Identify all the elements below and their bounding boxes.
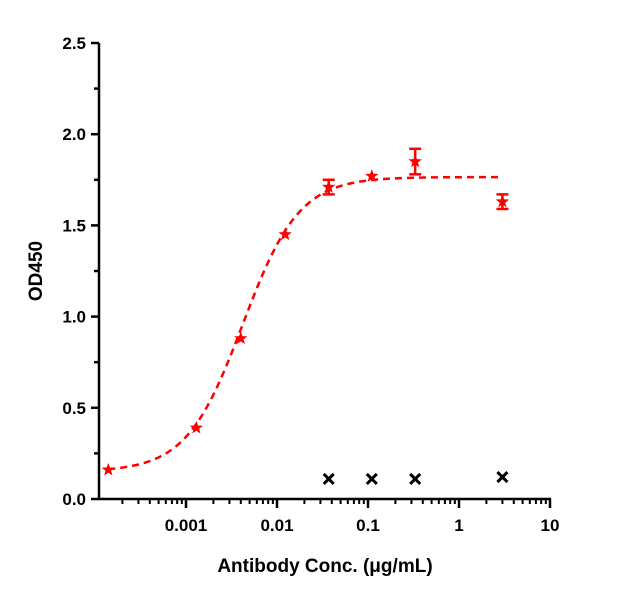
x-tick-label: 1 [454, 516, 463, 535]
series-0 [101, 147, 510, 476]
data-point-star [101, 462, 115, 476]
data-point-star [495, 194, 510, 208]
y-tick-label: 0.0 [62, 490, 86, 509]
data-point-star [408, 154, 422, 168]
data-point-x [496, 471, 509, 484]
data-point-star [278, 227, 292, 241]
y-tick-label: 2.0 [62, 125, 86, 144]
plot-area [101, 147, 510, 485]
series-1 [322, 471, 509, 485]
data-point-x [322, 472, 335, 485]
x-tick-label: 10 [541, 516, 560, 535]
y-tick-label: 1.5 [62, 216, 86, 235]
x-tick-label: 0.1 [356, 516, 380, 535]
y-tick-label: 0.5 [62, 399, 86, 418]
axes: 0.0 0.5 1.0 1.5 2.0 2.5 0.001 0.01 0.1 1 10 [62, 34, 559, 535]
data-point-star [189, 420, 204, 434]
x-tick-label: 0.001 [165, 516, 208, 535]
x-axis-label: Antibody Conc. (μg/mL) [217, 556, 432, 577]
x-tick-label: 0.01 [260, 516, 293, 535]
data-point-star [322, 180, 336, 193]
fit-curve [108, 175, 503, 471]
y-tick-label: 1.0 [62, 308, 86, 327]
data-point-x [365, 472, 378, 485]
data-point-star [365, 169, 379, 182]
y-tick-label: 2.5 [62, 34, 86, 53]
data-point-x [409, 472, 422, 485]
y-axis-label: OD450 [26, 241, 47, 301]
data-point-star [234, 331, 248, 345]
